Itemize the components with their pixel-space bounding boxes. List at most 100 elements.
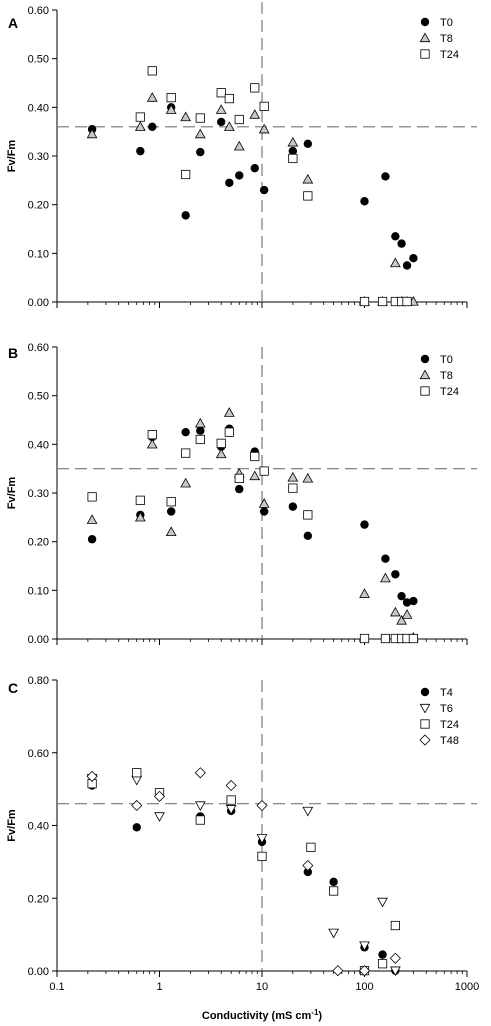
y-tick-label: 0.40 <box>28 102 49 114</box>
data-point <box>165 104 177 114</box>
data-point <box>408 633 419 644</box>
series-t8 <box>86 92 419 306</box>
data-point <box>217 117 226 127</box>
data-point <box>86 770 98 782</box>
data-point <box>359 296 370 307</box>
data-point <box>250 83 260 93</box>
data-point <box>380 572 391 583</box>
data-point <box>256 799 268 812</box>
x-tick-label: 10 <box>256 981 268 993</box>
legend-marker-t6 <box>419 703 431 714</box>
data-point <box>86 514 98 524</box>
legend-marker-t4 <box>420 687 430 697</box>
data-point <box>134 121 146 131</box>
data-point <box>181 448 191 458</box>
data-point <box>196 426 205 435</box>
y-tick-label: 0.50 <box>28 54 49 66</box>
data-point <box>131 775 143 786</box>
data-point <box>87 492 97 502</box>
series-t24 <box>87 427 419 644</box>
data-point <box>359 633 370 644</box>
y-axis-title: Fv/Fm <box>6 809 18 842</box>
data-point <box>359 588 370 598</box>
legend-label-t24: T24 <box>440 719 459 731</box>
y-tick-label: 0.60 <box>28 748 49 760</box>
data-point <box>303 867 313 877</box>
x-tick-label: 0.1 <box>49 981 64 993</box>
data-point <box>397 591 406 601</box>
panel-b: B Fv/Fm 0.00 0.10 0.20 0.30 0.40 0.50 0.60 T0 T8 T2… <box>6 342 477 646</box>
data-point <box>258 498 270 508</box>
data-point <box>303 191 313 201</box>
legend-marker-t24 <box>420 49 430 59</box>
data-point <box>288 502 298 511</box>
y-tick-label: 0.40 <box>28 439 49 451</box>
data-point <box>391 570 400 579</box>
data-point <box>329 877 338 887</box>
data-point <box>302 859 314 872</box>
data-point <box>87 535 97 544</box>
data-point <box>250 163 259 173</box>
data-point <box>409 596 418 606</box>
x-axis-title-superscript: -1 <box>311 1008 319 1017</box>
data-point <box>215 104 227 114</box>
data-point <box>249 470 261 481</box>
panel-letter: A <box>8 15 18 31</box>
data-point <box>303 531 313 541</box>
data-point <box>359 941 370 952</box>
data-point <box>402 296 412 307</box>
data-point <box>225 779 237 792</box>
data-point <box>165 526 177 537</box>
data-point <box>225 805 237 815</box>
data-point <box>389 257 401 268</box>
legend-marker-t24 <box>420 386 430 396</box>
data-point <box>223 121 235 131</box>
legend-label-t0: T0 <box>440 17 453 29</box>
data-point <box>381 554 390 563</box>
data-point <box>390 920 400 931</box>
data-point <box>378 950 387 959</box>
y-tick-label: 0.10 <box>28 248 49 260</box>
data-point <box>146 438 158 449</box>
data-point <box>329 886 339 896</box>
legend-label-t24: T24 <box>440 386 459 398</box>
y-tick-label: 0.30 <box>28 488 49 500</box>
data-point <box>166 93 176 103</box>
legend-label-t6: T6 <box>440 703 453 715</box>
data-point <box>146 92 158 102</box>
data-point <box>180 477 192 488</box>
data-point <box>288 146 298 156</box>
data-point <box>332 965 344 977</box>
data-point <box>194 417 206 428</box>
data-point <box>360 520 369 529</box>
data-point <box>328 928 340 939</box>
data-point <box>302 173 314 184</box>
panel-letter: B <box>8 345 18 361</box>
data-point <box>288 153 298 164</box>
data-point <box>288 483 298 493</box>
data-point <box>258 123 270 134</box>
data-point <box>86 128 98 139</box>
data-point <box>135 112 145 122</box>
data-point <box>303 510 313 520</box>
legend-marker-t8 <box>419 369 431 380</box>
data-point <box>287 136 299 147</box>
data-point <box>306 842 316 852</box>
x-tick-label: 1 <box>156 981 162 993</box>
data-point <box>225 178 234 187</box>
data-point <box>131 799 143 812</box>
data-point <box>409 254 418 263</box>
data-point <box>132 768 142 778</box>
y-tick-label: 0.20 <box>28 537 49 549</box>
legend-marker-t48 <box>419 734 431 746</box>
data-point <box>389 952 401 964</box>
legend-label-t24: T24 <box>440 49 459 61</box>
data-point <box>195 434 205 445</box>
y-axis-title: Fv/Fm <box>6 477 18 510</box>
legend-label-t48: T48 <box>440 735 459 747</box>
data-point <box>226 795 236 805</box>
data-point <box>223 407 235 417</box>
data-point <box>303 139 313 149</box>
legend-label-t4: T4 <box>440 687 453 699</box>
